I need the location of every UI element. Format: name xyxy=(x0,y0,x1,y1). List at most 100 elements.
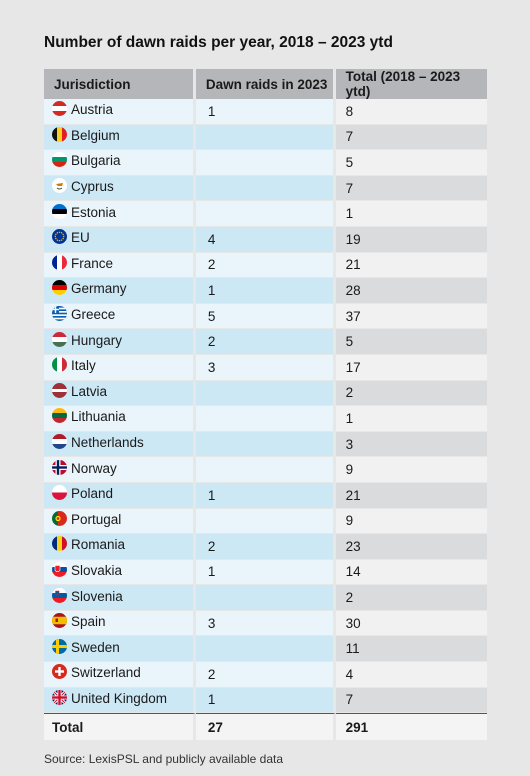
raids-2023-cell: 1 xyxy=(195,99,336,125)
raids-2023-cell: 2 xyxy=(195,662,336,688)
lithuania-flag-icon xyxy=(52,408,67,424)
total-cell: 7 xyxy=(335,124,487,151)
netherlands-flag-icon xyxy=(52,434,67,450)
total-cell: 14 xyxy=(335,559,487,586)
greece-flag-icon xyxy=(52,306,67,322)
header-total: Total (2018 – 2023 ytd) xyxy=(335,69,487,99)
jurisdiction-name: Netherlands xyxy=(71,435,144,451)
jurisdiction-cell: Lithuania xyxy=(44,406,196,432)
raids-2023-cell xyxy=(195,380,336,407)
italy-flag-icon xyxy=(52,357,67,373)
austria-flag-icon xyxy=(52,101,67,117)
table-row: Estonia 1 xyxy=(44,201,487,227)
jurisdiction-name: Italy xyxy=(71,358,96,374)
raids-2023-cell xyxy=(195,124,336,151)
total-cell: 8 xyxy=(335,99,487,125)
total-cell: 17 xyxy=(335,354,487,381)
total-cell: 11 xyxy=(335,636,487,663)
table-row: Lithuania 1 xyxy=(44,406,487,432)
raids-2023-cell xyxy=(195,431,336,458)
total-raids-2023: 27 xyxy=(195,713,336,741)
jurisdiction-cell: France xyxy=(44,252,196,279)
total-cell: 9 xyxy=(335,457,487,483)
jurisdiction-cell: Norway xyxy=(44,457,196,483)
jurisdiction-name: Belgium xyxy=(71,127,120,143)
jurisdiction-name: Spain xyxy=(71,614,106,630)
jurisdiction-name: Cyprus xyxy=(71,179,114,195)
jurisdiction-name: Portugal xyxy=(71,511,122,527)
raids-2023-cell xyxy=(195,636,336,663)
portugal-flag-icon xyxy=(52,510,67,526)
norway-flag-icon xyxy=(52,459,67,475)
jurisdiction-cell: United Kingdom xyxy=(44,687,196,714)
jurisdiction-name: EU xyxy=(71,230,90,246)
header-row: Jurisdiction Dawn raids in 2023 Total (2… xyxy=(44,69,487,99)
jurisdiction-cell: Italy xyxy=(44,354,196,381)
jurisdiction-name: Estonia xyxy=(71,204,117,220)
raids-2023-cell: 3 xyxy=(195,610,336,637)
total-cell: 1 xyxy=(335,201,487,227)
jurisdiction-cell: Portugal xyxy=(44,508,196,535)
total-cell: 4 xyxy=(335,662,487,688)
raids-2023-cell xyxy=(195,175,336,202)
raids-2023-cell xyxy=(195,457,336,483)
hungary-flag-icon xyxy=(52,331,67,347)
germany-flag-icon xyxy=(52,280,67,296)
jurisdiction-cell: Romania xyxy=(44,534,196,560)
total-overall: 291 xyxy=(335,713,487,741)
jurisdiction-name: Romania xyxy=(71,537,126,553)
raids-2023-cell: 2 xyxy=(195,534,336,560)
jurisdiction-cell: Germany xyxy=(44,278,196,304)
jurisdiction-cell: Slovenia xyxy=(44,585,196,611)
table-row: Greece 5 37 xyxy=(44,303,487,330)
raids-2023-cell xyxy=(195,508,336,535)
header-jurisdiction: Jurisdiction xyxy=(44,69,196,99)
jurisdiction-name: Lithuania xyxy=(71,409,126,425)
table-row: Austria 1 8 xyxy=(44,99,487,125)
table-row: Portugal 9 xyxy=(44,508,487,535)
raids-2023-cell xyxy=(195,201,336,227)
jurisdiction-name: Norway xyxy=(71,460,117,476)
jurisdiction-cell: Estonia xyxy=(44,201,196,227)
table-row: Cyprus 7 xyxy=(44,175,487,202)
romania-flag-icon xyxy=(52,536,67,552)
table-row: Norway 9 xyxy=(44,457,487,483)
total-cell: 2 xyxy=(335,380,487,407)
jurisdiction-name: France xyxy=(71,255,114,271)
jurisdiction-cell: Belgium xyxy=(44,124,196,151)
jurisdiction-cell: Slovakia xyxy=(44,559,196,586)
total-cell: 5 xyxy=(335,150,487,176)
raids-2023-cell: 1 xyxy=(195,687,336,714)
jurisdiction-cell: Bulgaria xyxy=(44,150,196,176)
jurisdiction-name: Poland xyxy=(71,486,114,502)
france-flag-icon xyxy=(52,254,67,270)
spain-flag-icon xyxy=(52,613,67,629)
jurisdiction-name: Latvia xyxy=(71,383,108,399)
table-row: Romania 2 23 xyxy=(44,534,487,560)
jurisdiction-name: Sweden xyxy=(71,639,120,655)
total-cell: 5 xyxy=(335,329,487,355)
jurisdiction-name: Bulgaria xyxy=(71,153,121,169)
estonia-flag-icon xyxy=(52,203,67,219)
belgium-flag-icon xyxy=(52,126,67,142)
table-row: Sweden 11 xyxy=(44,636,487,663)
table-row: Germany 1 28 xyxy=(44,278,487,304)
jurisdiction-cell: Switzerland xyxy=(44,662,196,688)
jurisdiction-cell: Netherlands xyxy=(44,431,196,458)
raids-2023-cell xyxy=(195,585,336,611)
source-note: Source: LexisPSL and publicly available … xyxy=(44,752,284,766)
raids-2023-cell xyxy=(195,406,336,432)
total-cell: 1 xyxy=(335,406,487,432)
jurisdiction-cell: Austria xyxy=(44,99,196,125)
uk-flag-icon xyxy=(52,689,67,705)
total-cell: 21 xyxy=(335,482,487,509)
table-row: Spain 3 30 xyxy=(44,610,487,637)
table-title: Number of dawn raids per year, 2018 – 20… xyxy=(44,34,393,51)
sweden-flag-icon xyxy=(52,638,67,654)
table-row: Slovenia 2 xyxy=(44,585,487,611)
jurisdiction-name: Germany xyxy=(71,281,127,297)
total-cell: 3 xyxy=(335,431,487,458)
table-row: Poland 1 21 xyxy=(44,482,487,509)
bulgaria-flag-icon xyxy=(52,152,67,168)
switzerland-flag-icon xyxy=(52,664,67,680)
